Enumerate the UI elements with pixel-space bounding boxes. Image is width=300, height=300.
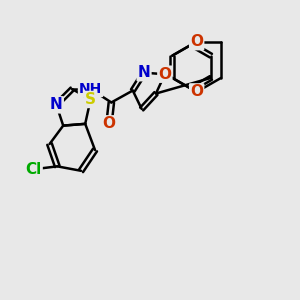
Text: Cl: Cl — [26, 162, 42, 177]
Text: N: N — [138, 65, 150, 80]
Text: S: S — [85, 92, 96, 107]
Text: NH: NH — [79, 82, 102, 96]
Text: N: N — [50, 97, 63, 112]
Text: O: O — [158, 67, 171, 82]
Text: O: O — [190, 84, 203, 99]
Text: O: O — [190, 34, 203, 49]
Text: O: O — [103, 116, 116, 131]
